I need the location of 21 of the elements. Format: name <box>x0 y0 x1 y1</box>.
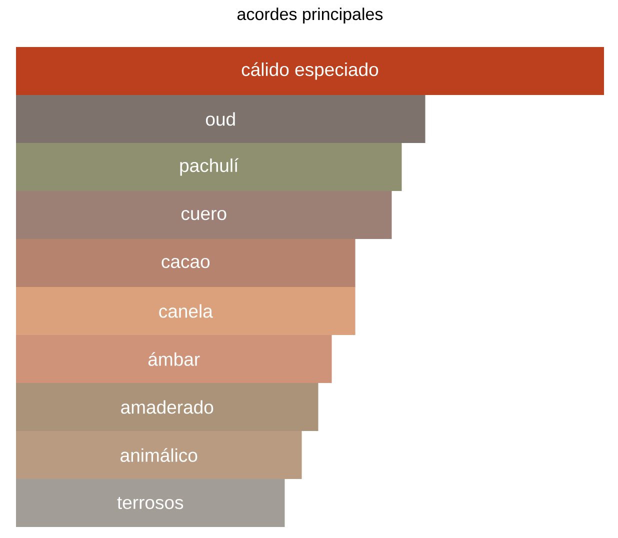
bar <box>16 47 604 96</box>
bar <box>16 479 285 528</box>
bar <box>16 239 356 288</box>
bar <box>16 383 318 432</box>
y-tick-label: cálido especiado <box>242 62 378 80</box>
y-tick-label: animálico <box>120 448 198 462</box>
y-tick-label: amaderado <box>121 400 214 414</box>
y-tick-label: pachulí <box>180 158 239 176</box>
bar <box>16 287 356 336</box>
bar <box>16 431 302 480</box>
y-tick-label: ámbar <box>148 352 200 366</box>
y-tick-label: terrosos <box>117 496 184 510</box>
y-tick-label: oud <box>206 112 235 126</box>
bar <box>16 191 392 240</box>
bar <box>16 335 332 384</box>
bar <box>16 95 426 144</box>
bar <box>16 143 402 192</box>
y-tick-label: cacao <box>162 258 210 268</box>
chart-title: acordes principales <box>237 8 383 24</box>
y-tick-label: cuero <box>182 210 226 220</box>
y-tick-label: canela <box>159 304 213 318</box>
